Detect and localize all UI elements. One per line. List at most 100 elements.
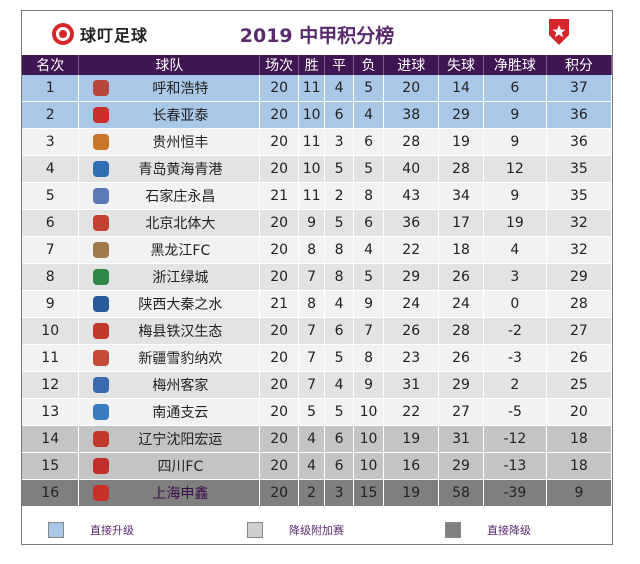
column-header: 失球 xyxy=(438,55,484,75)
team-badge-icon xyxy=(93,404,110,420)
pts-cell: 32 xyxy=(546,209,613,237)
drawn-cell: 2 xyxy=(324,182,354,210)
played-cell: 20 xyxy=(259,263,299,291)
team-badge-icon xyxy=(93,296,110,312)
drawn-cell: 5 xyxy=(324,398,354,426)
table-row: 16 上海申鑫 20 2 3 15 19 58 -39 9 xyxy=(22,479,613,507)
gf-cell: 29 xyxy=(383,263,440,291)
team-badge-icon xyxy=(93,323,110,339)
played-cell: 20 xyxy=(259,317,299,345)
pts-cell: 36 xyxy=(546,128,613,156)
gd-cell: 19 xyxy=(483,209,547,237)
table-row: 5 石家庄永昌 21 11 2 8 43 34 9 35 xyxy=(22,182,613,210)
team-badge-icon xyxy=(93,134,110,150)
gf-cell: 36 xyxy=(383,209,440,237)
table-row: 4 青岛黄海青港 20 10 5 5 40 28 12 35 xyxy=(22,155,613,183)
team-cell: 贵州恒丰 xyxy=(78,128,261,156)
team-cell: 长春亚泰 xyxy=(78,101,261,129)
legend-item: 直接降级 xyxy=(445,522,531,538)
rank-cell: 9 xyxy=(22,290,80,318)
rank-cell: 7 xyxy=(22,236,80,264)
played-cell: 20 xyxy=(259,75,299,102)
drawn-cell: 6 xyxy=(324,452,354,480)
lost-cell: 4 xyxy=(353,101,385,129)
pts-cell: 32 xyxy=(546,236,613,264)
team-name: 长春亚泰 xyxy=(152,108,209,124)
played-cell: 20 xyxy=(259,128,299,156)
ga-cell: 34 xyxy=(438,182,484,210)
team-name: 南通支云 xyxy=(152,405,209,421)
gd-cell: 3 xyxy=(483,263,547,291)
column-header: 球队 xyxy=(78,55,261,75)
team-cell: 浙江绿城 xyxy=(78,263,261,291)
legend-item: 降级附加赛 xyxy=(247,522,344,538)
pts-cell: 18 xyxy=(546,452,613,480)
lost-cell: 5 xyxy=(353,263,385,291)
rank-cell: 12 xyxy=(22,371,80,399)
team-badge-icon xyxy=(93,107,110,123)
lost-cell: 4 xyxy=(353,236,385,264)
lost-cell: 10 xyxy=(353,452,385,480)
header: 球叮足球 2019 中甲积分榜 xyxy=(22,11,612,55)
team-name: 陕西大秦之水 xyxy=(138,297,223,313)
ga-cell: 29 xyxy=(438,101,484,129)
ga-cell: 18 xyxy=(438,236,484,264)
won-cell: 5 xyxy=(298,398,326,426)
table-row: 13 南通支云 20 5 5 10 22 27 -5 20 xyxy=(22,398,613,426)
lost-cell: 9 xyxy=(353,371,385,399)
won-cell: 7 xyxy=(298,317,326,345)
drawn-cell: 3 xyxy=(324,128,354,156)
gd-cell: -5 xyxy=(483,398,547,426)
ga-cell: 28 xyxy=(438,155,484,183)
pts-cell: 27 xyxy=(546,317,613,345)
team-badge-icon xyxy=(93,458,110,474)
won-cell: 11 xyxy=(298,182,326,210)
pts-cell: 9 xyxy=(546,479,613,507)
team-name: 四川FC xyxy=(157,459,204,475)
column-header: 名次 xyxy=(22,55,80,75)
gd-cell: -2 xyxy=(483,317,547,345)
played-cell: 20 xyxy=(259,479,299,507)
won-cell: 10 xyxy=(298,155,326,183)
column-header: 平 xyxy=(324,55,354,75)
pts-cell: 20 xyxy=(546,398,613,426)
rank-cell: 4 xyxy=(22,155,80,183)
gd-cell: 9 xyxy=(483,128,547,156)
team-name: 贵州恒丰 xyxy=(152,135,209,151)
won-cell: 10 xyxy=(298,101,326,129)
team-badge-icon xyxy=(93,431,110,447)
won-cell: 8 xyxy=(298,290,326,318)
rank-cell: 10 xyxy=(22,317,80,345)
drawn-cell: 4 xyxy=(324,75,354,102)
won-cell: 2 xyxy=(298,479,326,507)
rank-cell: 11 xyxy=(22,344,80,372)
lost-cell: 7 xyxy=(353,317,385,345)
team-cell: 四川FC xyxy=(78,452,261,480)
table-row: 6 北京北体大 20 9 5 6 36 17 19 32 xyxy=(22,209,613,237)
gd-cell: 9 xyxy=(483,182,547,210)
team-name: 上海申鑫 xyxy=(152,486,209,502)
team-name: 新疆雪豹纳欢 xyxy=(138,351,223,367)
lost-cell: 10 xyxy=(353,425,385,453)
legend-item: 直接升级 xyxy=(48,522,134,538)
table-row: 12 梅州客家 20 7 4 9 31 29 2 25 xyxy=(22,371,613,399)
gf-cell: 16 xyxy=(383,452,440,480)
red-star-logo-icon xyxy=(549,19,569,45)
table-row: 11 新疆雪豹纳欢 20 7 5 8 23 26 -3 26 xyxy=(22,344,613,372)
team-cell: 陕西大秦之水 xyxy=(78,290,261,318)
gf-cell: 28 xyxy=(383,128,440,156)
ga-cell: 17 xyxy=(438,209,484,237)
team-cell: 呼和浩特 xyxy=(78,75,261,102)
team-name: 北京北体大 xyxy=(145,216,216,232)
team-cell: 辽宁沈阳宏运 xyxy=(78,425,261,453)
gd-cell: -12 xyxy=(483,425,547,453)
column-header: 积分 xyxy=(546,55,613,75)
ga-cell: 27 xyxy=(438,398,484,426)
gf-cell: 24 xyxy=(383,290,440,318)
team-name: 黑龙江FC xyxy=(150,243,211,259)
rank-cell: 15 xyxy=(22,452,80,480)
drawn-cell: 6 xyxy=(324,101,354,129)
pts-cell: 28 xyxy=(546,290,613,318)
team-name: 青岛黄海青港 xyxy=(138,162,223,178)
gf-cell: 43 xyxy=(383,182,440,210)
